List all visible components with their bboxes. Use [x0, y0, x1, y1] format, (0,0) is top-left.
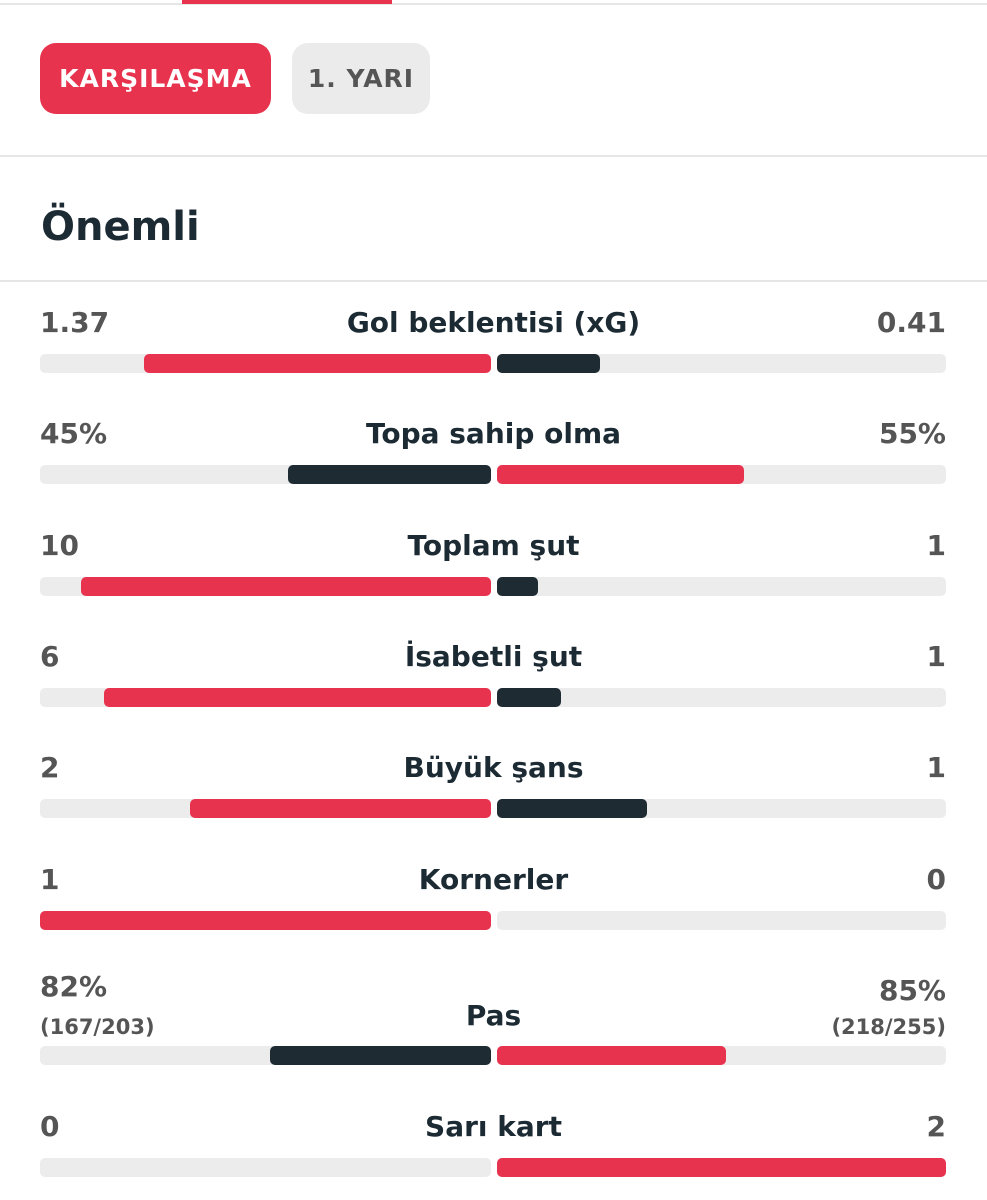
away-bar: [497, 465, 744, 485]
bar-track: [497, 576, 946, 596]
away-value: 1: [926, 639, 946, 673]
bar-track: [497, 354, 946, 373]
divider: [0, 280, 987, 282]
away-bar: [497, 1157, 946, 1177]
stat-label: Gol beklentisi (xG): [346, 306, 641, 339]
stat-label: Büyük şans: [403, 751, 584, 785]
home-value: 1.37: [40, 306, 110, 339]
home-value: 10: [40, 528, 79, 562]
away-value: 1: [926, 751, 946, 785]
home-bar: [40, 910, 491, 930]
away-bar: [497, 799, 647, 819]
bar-track: [497, 910, 946, 930]
home-value: 82%: [40, 969, 108, 1003]
bar-track: [497, 687, 946, 707]
home-bar: [104, 687, 491, 707]
home-bar: [269, 1045, 491, 1065]
away-value: 55%: [878, 417, 946, 451]
home-value: 45%: [40, 417, 108, 451]
tab-active[interactable]: KARŞILAŞMA: [40, 43, 271, 114]
home-value: 6: [40, 639, 60, 673]
away-value: 2: [926, 1109, 946, 1143]
top-divider: [0, 3, 987, 5]
stat-label: İsabetli şut: [404, 639, 583, 673]
stat-label: Toplam şut: [407, 528, 580, 562]
away-value: 0.41: [876, 306, 946, 339]
away-value: 1: [926, 528, 946, 562]
home-value: 0: [40, 1109, 60, 1143]
away-bar: [497, 1045, 726, 1065]
home-bar: [143, 354, 491, 373]
away-bar: [497, 687, 562, 707]
away-value: 85%: [878, 973, 946, 1007]
tab[interactable]: 1. YARI: [292, 43, 430, 114]
home-value: 1: [40, 862, 60, 896]
stat-label: Kornerler: [418, 862, 569, 896]
bar-track: [40, 1157, 491, 1177]
home-bar: [288, 465, 491, 485]
home-bar: [81, 576, 491, 596]
section-title: Önemli: [41, 204, 200, 250]
tab-indicator: [182, 0, 392, 4]
home-value: 2: [40, 751, 60, 785]
stat-label: Sarı kart: [425, 1109, 562, 1143]
stat-label: Topa sahip olma: [365, 417, 622, 451]
away-bar: [497, 576, 538, 596]
stat-label: Pas: [465, 998, 522, 1032]
away-value: 0: [926, 862, 946, 896]
away-detail: (218/255): [831, 1014, 946, 1039]
home-detail: (167/203): [40, 1014, 155, 1039]
divider: [0, 155, 987, 157]
away-bar: [497, 354, 601, 373]
home-bar: [190, 799, 491, 819]
